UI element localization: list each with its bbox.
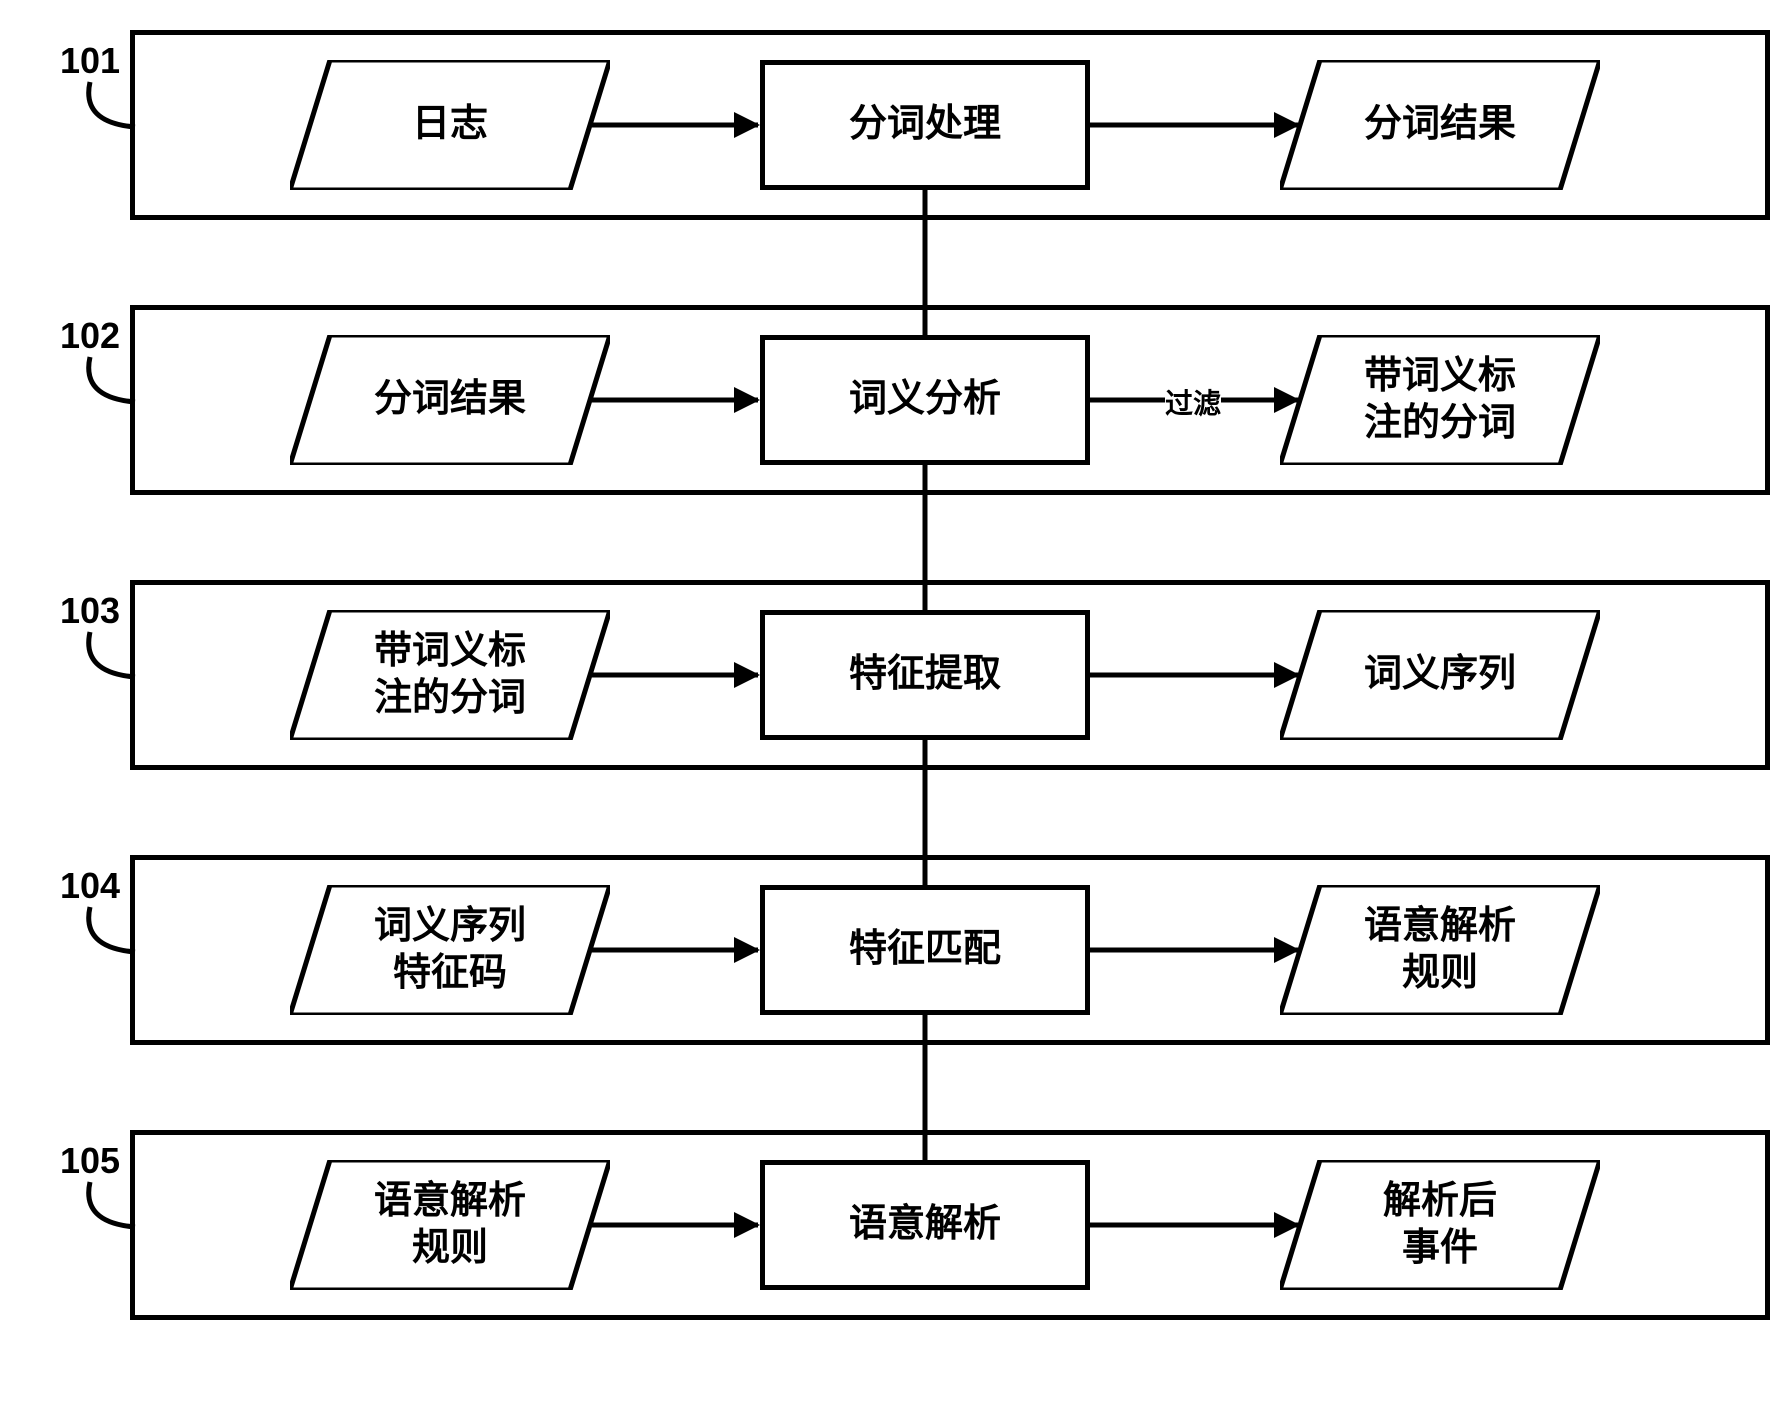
arrows-layer [0, 0, 1791, 1424]
input-label: 日志 [392, 101, 508, 149]
input-label: 分词结果 [354, 376, 546, 424]
output-label: 分词结果 [1344, 101, 1536, 149]
input-label: 语意解析 规则 [354, 1178, 546, 1273]
input-label: 带词义标 注的分词 [354, 628, 546, 723]
output-label: 带词义标 注的分词 [1344, 353, 1536, 448]
output-label: 解析后 事件 [1363, 1178, 1517, 1273]
output-label: 语意解析 规则 [1344, 903, 1536, 998]
input-label: 词义序列 特征码 [354, 903, 546, 998]
output-label: 词义序列 [1344, 651, 1536, 699]
diagram-canvas: 101 日志分词处理 分词结果102 分词结果词义分析 带词义标 注的分词过滤1… [0, 0, 1791, 1424]
arrow-label: 过滤 [1165, 382, 1221, 422]
